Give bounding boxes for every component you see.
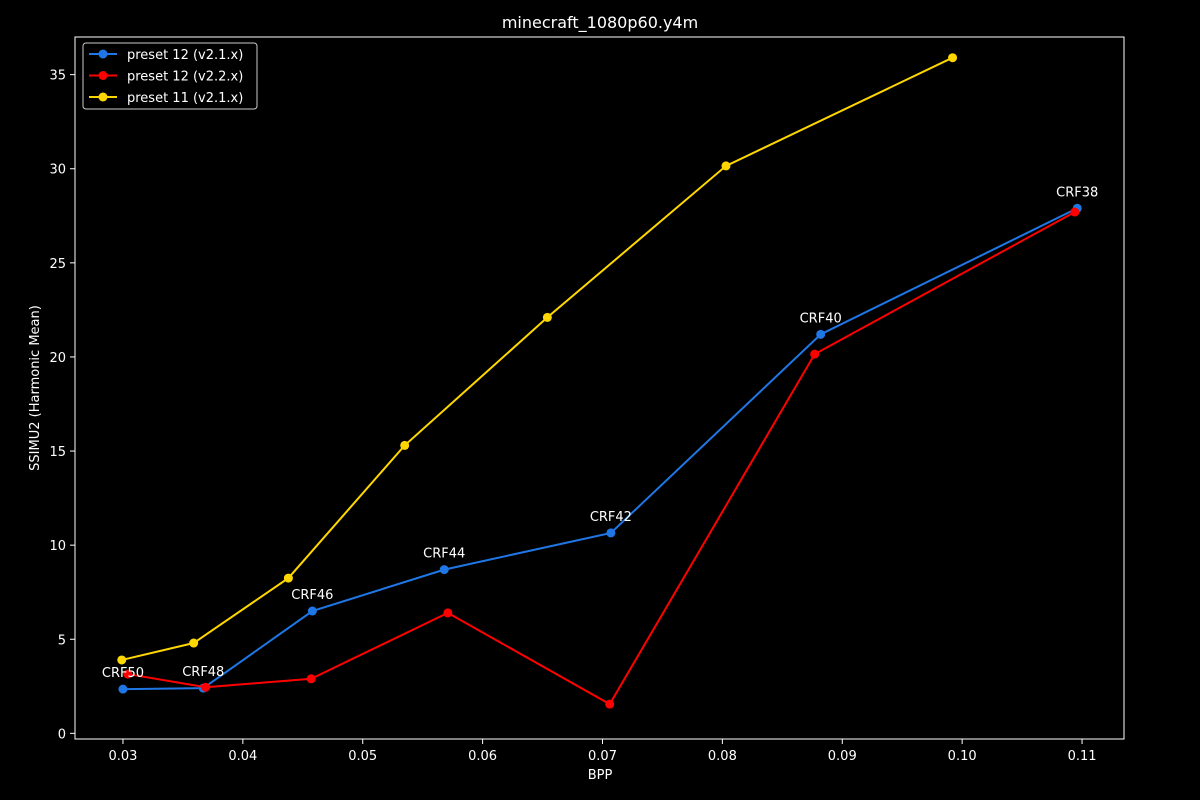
crf-annotation: CRF42 (590, 510, 632, 525)
x-tick-label: 0.05 (348, 749, 377, 764)
y-tick-label: 15 (49, 445, 66, 460)
y-tick-label: 10 (49, 539, 66, 554)
y-tick-label: 25 (49, 257, 66, 272)
crf-annotation: CRF44 (423, 547, 465, 562)
chart-title: minecraft_1080p60.y4m (502, 13, 698, 33)
crf-annotation: CRF38 (1056, 185, 1098, 200)
crf-annotation: CRF46 (291, 588, 333, 603)
series-3-point (400, 440, 410, 450)
series-2-point (443, 608, 453, 618)
series-3-point (721, 161, 731, 171)
series-2-point (201, 682, 211, 692)
legend-label-2: preset 12 (v2.2.x) (127, 70, 243, 85)
series-3-point (542, 312, 552, 322)
series-3-point (189, 638, 199, 648)
legend-label-1: preset 12 (v2.1.x) (127, 48, 243, 63)
series-3-point (117, 655, 127, 665)
series-1-point (816, 329, 826, 339)
legend-box (82, 42, 258, 110)
x-tick-label: 0.08 (708, 749, 737, 764)
x-axis-label: BPP (588, 768, 613, 783)
y-tick-label: 30 (49, 163, 66, 178)
y-tick-label: 5 (58, 633, 66, 648)
x-tick-label: 0.09 (828, 749, 857, 764)
series-2-point (605, 699, 615, 709)
y-tick-label: 20 (49, 351, 66, 366)
plot-area: 0.03 0.04 0.05 0.06 0.07 0.08 0.09 0.10 0.11 0 5 10… (49, 36, 1125, 764)
series-3-point (948, 53, 958, 63)
x-tick-label: 0.10 (948, 749, 977, 764)
series-3-point (283, 573, 293, 583)
series-2-point (810, 349, 820, 359)
x-tick-label: 0.11 (1068, 749, 1097, 764)
series-1-point (307, 606, 317, 616)
crf-annotation: CRF50 (102, 666, 144, 681)
series-1-point (439, 565, 449, 575)
legend-label-3: preset 11 (v2.1.x) (127, 91, 243, 106)
x-tick-label: 0.03 (108, 749, 137, 764)
x-tick-label: 0.06 (468, 749, 497, 764)
series-2-point (1070, 207, 1080, 217)
y-axis-label: SSIMU2 (Harmonic Mean) (28, 305, 43, 471)
series-2-point (123, 669, 133, 679)
series-1-point (118, 684, 128, 694)
legend-marker-3 (98, 92, 108, 102)
y-tick-label: 35 (49, 69, 66, 84)
legend-marker-1 (98, 49, 108, 59)
legend: preset 12 (v2.1.x) preset 12 (v2.2.x) pres… (82, 42, 258, 110)
x-tick-label: 0.07 (588, 749, 617, 764)
x-tick-label: 0.04 (228, 749, 257, 764)
series-2-point (306, 674, 316, 684)
series-1-point (606, 528, 616, 538)
legend-marker-2 (98, 71, 108, 80)
y-tick-label: 0 (58, 727, 66, 742)
axes-frame (74, 36, 1125, 740)
crf-annotation: CRF48 (182, 665, 224, 680)
crf-annotation: CRF40 (800, 311, 842, 326)
